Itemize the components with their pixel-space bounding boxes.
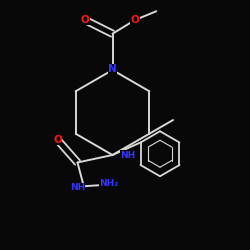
Text: O: O — [53, 135, 62, 145]
Text: O: O — [130, 15, 140, 25]
Text: NH₂: NH₂ — [99, 179, 118, 188]
Text: NH: NH — [70, 183, 85, 192]
Text: N: N — [108, 64, 117, 74]
Text: NH: NH — [120, 150, 136, 160]
Text: O: O — [80, 15, 90, 25]
